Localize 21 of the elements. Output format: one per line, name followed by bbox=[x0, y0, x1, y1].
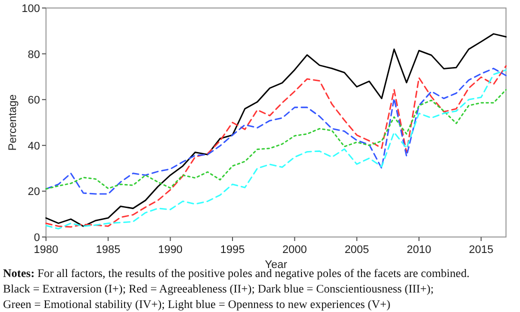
line-series bbox=[45, 33, 507, 227]
x-tick-label: 2010 bbox=[406, 244, 432, 256]
x-tick-label: 1985 bbox=[96, 244, 120, 256]
y-tick-label: 0 bbox=[34, 232, 40, 244]
x-tick-label: 1995 bbox=[220, 244, 245, 256]
y-tick-label: 60 bbox=[28, 94, 40, 107]
line-series bbox=[45, 89, 507, 190]
y-tick-label: 100 bbox=[22, 3, 40, 15]
text: Black = Extraversion (I+); Red = Agreeableness (II+); Dark blue = Conscientiousness (III+); bbox=[3, 282, 434, 296]
x-tick-label: 1980 bbox=[34, 244, 58, 256]
text: Notes: For all factors, the results of the positive poles and negative poles of the facets are combined. bbox=[3, 267, 470, 280]
y-tick-label: 20 bbox=[28, 186, 40, 198]
y-axis-title: Percentage bbox=[7, 94, 19, 151]
line-series bbox=[45, 68, 507, 195]
y-tick-label: 40 bbox=[28, 140, 40, 152]
x-tick-label: 2000 bbox=[282, 244, 307, 256]
x-tick-label: 2015 bbox=[468, 244, 494, 256]
x-tick-label: 2005 bbox=[344, 244, 370, 256]
text: Green = Emotional stability (IV+); Light blue = Openness to new experiences (V+) bbox=[3, 298, 391, 311]
y-tick-label: 80 bbox=[28, 48, 40, 61]
x-tick-label: 1990 bbox=[158, 244, 183, 256]
